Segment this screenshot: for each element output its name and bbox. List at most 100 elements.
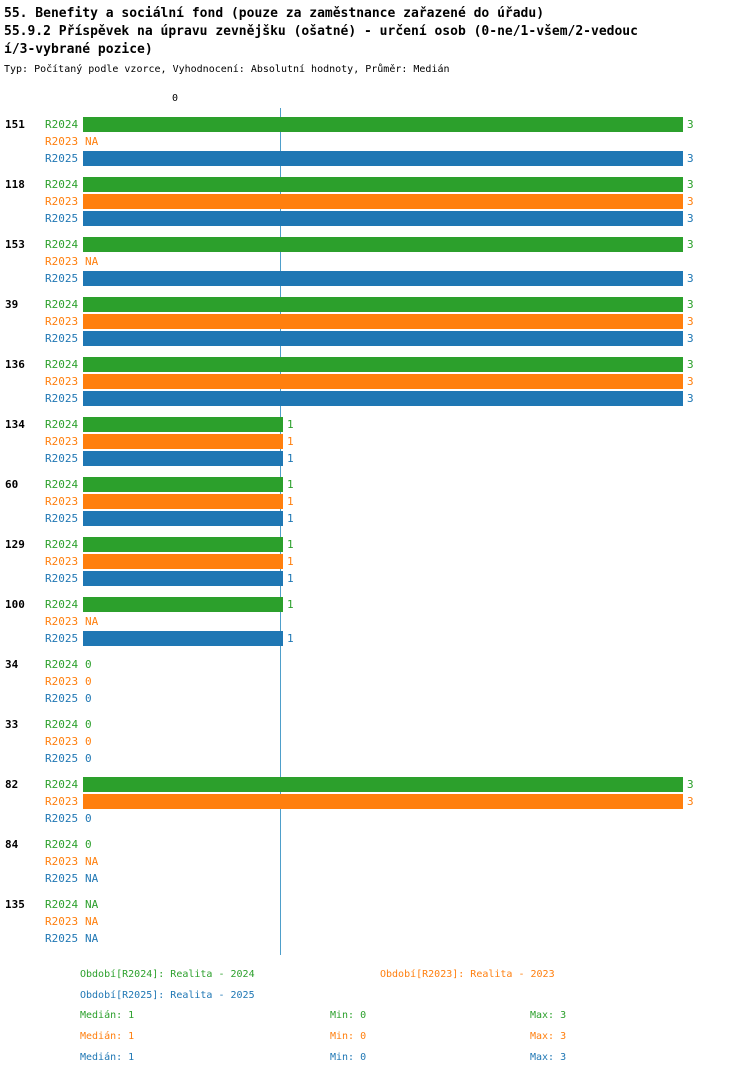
- bar-value-label: 0: [85, 658, 92, 671]
- stat-min-r2024: Min: 0: [330, 1010, 367, 1021]
- group-id-label: 151: [5, 118, 25, 131]
- bar-r2025: [83, 631, 283, 646]
- year-label-r2023: R2023: [45, 495, 79, 508]
- year-label-r2025: R2025: [45, 512, 79, 525]
- year-label-r2024: R2024: [45, 838, 79, 851]
- bar-r2023: [83, 314, 683, 329]
- group-id-label: 118: [5, 178, 25, 191]
- bar-value-label: 1: [287, 435, 294, 448]
- bar-value-label: 3: [687, 178, 694, 191]
- year-label-r2024: R2024: [45, 898, 79, 911]
- bar-value-label: 1: [287, 452, 294, 465]
- bar-value-label: 3: [687, 195, 694, 208]
- bar-value-label: 1: [287, 598, 294, 611]
- bar-value-label: 0: [85, 752, 92, 765]
- group-id-label: 134: [5, 418, 25, 431]
- year-label-r2023: R2023: [45, 195, 79, 208]
- bar-value-label: 1: [287, 478, 294, 491]
- group-id-label: 136: [5, 358, 25, 371]
- axis-zero-tick-label: 0: [172, 93, 179, 104]
- year-label-r2023: R2023: [45, 135, 79, 148]
- year-label-r2024: R2024: [45, 778, 79, 791]
- bar-r2025: [83, 451, 283, 466]
- year-label-r2024: R2024: [45, 118, 79, 131]
- bar-value-label: 3: [687, 152, 694, 165]
- bar-r2024: [83, 357, 683, 372]
- bar-value-label: NA: [85, 855, 99, 868]
- year-label-r2025: R2025: [45, 392, 79, 405]
- bar-value-label: NA: [85, 615, 99, 628]
- year-label-r2024: R2024: [45, 718, 79, 731]
- year-label-r2025: R2025: [45, 212, 79, 225]
- bar-r2024: [83, 477, 283, 492]
- year-label-r2024: R2024: [45, 598, 79, 611]
- year-label-r2024: R2024: [45, 538, 79, 551]
- report-meta-line: Typ: Počítaný podle vzorce, Vyhodnocení:…: [4, 64, 450, 75]
- year-label-r2025: R2025: [45, 692, 79, 705]
- year-label-r2023: R2023: [45, 855, 79, 868]
- bar-r2025: [83, 331, 683, 346]
- group-id-label: 39: [5, 298, 19, 311]
- year-label-r2023: R2023: [45, 315, 79, 328]
- group-id-label: 135: [5, 898, 25, 911]
- bar-value-label: NA: [85, 898, 99, 911]
- group-id-label: 60: [5, 478, 19, 491]
- stat-max-r2025: Max: 3: [530, 1052, 567, 1063]
- year-label-r2024: R2024: [45, 238, 79, 251]
- year-label-r2023: R2023: [45, 915, 79, 928]
- bar-value-label: 0: [85, 812, 92, 825]
- year-label-r2025: R2025: [45, 812, 79, 825]
- bar-value-label: 3: [687, 238, 694, 251]
- year-label-r2024: R2024: [45, 358, 79, 371]
- bar-r2025: [83, 391, 683, 406]
- legend-r2023: Období[R2023]: Realita - 2023: [380, 969, 555, 980]
- bar-value-label: NA: [85, 135, 99, 148]
- bar-r2025: [83, 211, 683, 226]
- stat-max-r2023: Max: 3: [530, 1031, 567, 1042]
- stat-median-r2023: Medián: 1: [80, 1031, 135, 1042]
- median-reference-line: [280, 108, 281, 955]
- bar-r2024: [83, 597, 283, 612]
- stat-min-r2023: Min: 0: [330, 1031, 367, 1042]
- year-label-r2025: R2025: [45, 872, 79, 885]
- legend-r2025: Období[R2025]: Realita - 2025: [80, 990, 255, 1001]
- year-label-r2023: R2023: [45, 675, 79, 688]
- bar-value-label: 3: [687, 272, 694, 285]
- bar-value-label: 3: [687, 118, 694, 131]
- legend-r2024: Období[R2024]: Realita - 2024: [80, 969, 255, 980]
- bar-r2024: [83, 417, 283, 432]
- bar-r2024: [83, 177, 683, 192]
- bar-r2025: [83, 511, 283, 526]
- bar-value-label: 0: [85, 675, 92, 688]
- year-label-r2023: R2023: [45, 795, 79, 808]
- bar-value-label: 1: [287, 495, 294, 508]
- bar-value-label: 0: [85, 735, 92, 748]
- bar-value-label: 1: [287, 555, 294, 568]
- report-title-line1: 55. Benefity a sociální fond (pouze za z…: [4, 6, 545, 21]
- bar-r2024: [83, 537, 283, 552]
- bar-r2024: [83, 777, 683, 792]
- bar-r2023: [83, 494, 283, 509]
- year-label-r2025: R2025: [45, 272, 79, 285]
- bar-value-label: 3: [687, 212, 694, 225]
- year-label-r2023: R2023: [45, 375, 79, 388]
- group-id-label: 129: [5, 538, 25, 551]
- bar-value-label: NA: [85, 932, 99, 945]
- bar-value-label: 3: [687, 315, 694, 328]
- year-label-r2023: R2023: [45, 615, 79, 628]
- year-label-r2023: R2023: [45, 255, 79, 268]
- year-label-r2024: R2024: [45, 298, 79, 311]
- bar-r2023: [83, 434, 283, 449]
- report-title-line2: 55.9.2 Příspěvek na úpravu zevnějšku (oš…: [4, 24, 638, 39]
- group-id-label: 33: [5, 718, 19, 731]
- year-label-r2025: R2025: [45, 932, 79, 945]
- bar-r2023: [83, 554, 283, 569]
- bar-value-label: 3: [687, 375, 694, 388]
- year-label-r2025: R2025: [45, 332, 79, 345]
- year-label-r2023: R2023: [45, 555, 79, 568]
- bar-value-label: NA: [85, 915, 99, 928]
- bar-value-label: 3: [687, 392, 694, 405]
- report-title-line3: í/3-vybrané pozice): [4, 42, 153, 57]
- stat-min-r2025: Min: 0: [330, 1052, 367, 1063]
- bar-r2025: [83, 271, 683, 286]
